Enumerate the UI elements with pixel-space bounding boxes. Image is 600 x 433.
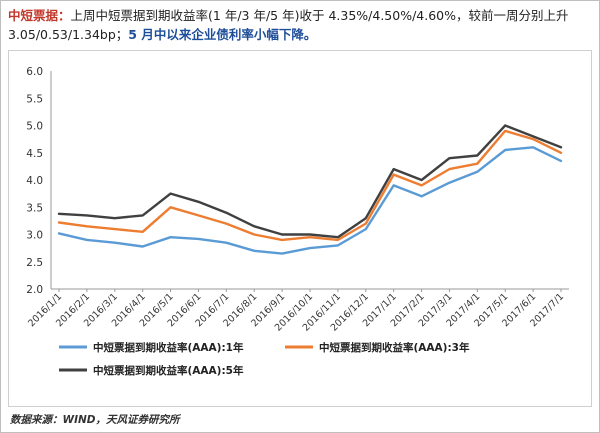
headline-lead: 中短票据： (8, 8, 71, 23)
y-tick-label: 2.0 (26, 284, 43, 296)
legend-entry: 中短票据到期收益率(AAA):5年 (93, 364, 244, 377)
headline-emphasis: 5 月中以来企业债利率小幅下降。 (128, 27, 317, 42)
source-note: 数据来源：WIND，天风证券研究所 (10, 414, 180, 426)
y-tick-label: 5.0 (26, 121, 43, 133)
chart-panel: 2.0 2.5 3.0 3.5 4.0 4.5 5.0 5.5 6.0 2016/1/1 2016/… (8, 50, 592, 407)
y-tick-label: 3.5 (26, 202, 43, 214)
headline: 中短票据：上周中短票据到期收益率(1 年/3 年/5 年)收于 4.35%/4.… (8, 6, 592, 44)
y-tick-label: 5.5 (26, 93, 43, 105)
y-tick-label: 4.5 (26, 148, 43, 160)
line-chart: 2.02.53.03.54.04.55.05.56.02016/1/12016/… (26, 66, 569, 377)
headline-body: 上周中短票据到期收益率(1 年/3 年/5 年)收于 4.35%/4.50%/4… (8, 8, 569, 42)
y-tick-label: 2.5 (26, 257, 43, 269)
y-tick-label: 3.0 (26, 230, 43, 242)
series-line-3 (57, 124, 563, 239)
y-tick-label: 6.0 (26, 66, 43, 78)
y-tick-label: 4.0 (26, 175, 43, 187)
series-line-2 (57, 129, 563, 242)
series-line-1 (57, 146, 563, 255)
legend-entry: 中短票据到期收益率(AAA):1年 (93, 341, 244, 354)
legend-entry: 中短票据到期收益率(AAA):3年 (319, 341, 470, 354)
